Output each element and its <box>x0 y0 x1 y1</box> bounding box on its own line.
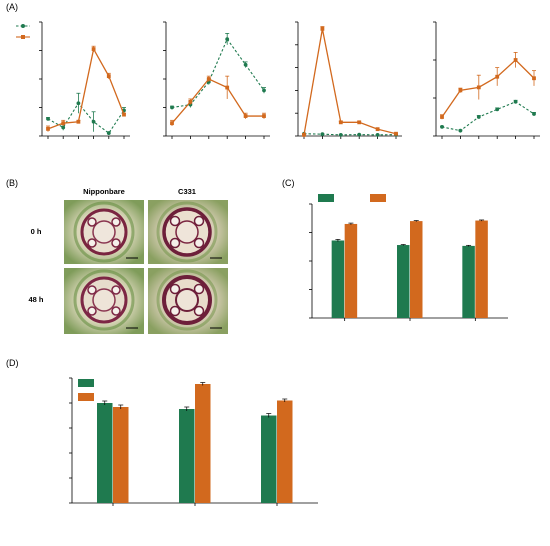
micrograph-row-label-0h: 0 h <box>31 227 42 236</box>
data-point-c331 <box>495 74 500 79</box>
micrograph-c331-48h <box>148 268 228 334</box>
bar-chart-flavonoids <box>69 377 318 506</box>
data-point-c331 <box>394 131 398 136</box>
bar-nip <box>397 245 410 318</box>
data-point-c331 <box>302 132 306 137</box>
bar-c331 <box>410 221 423 318</box>
bar-chart-lignin <box>309 194 508 321</box>
micrograph-col-label-nipponbare: Nipponbare <box>83 187 125 196</box>
data-point-c331 <box>170 121 174 126</box>
micrograph-c331-0h <box>148 200 228 264</box>
bar-c331 <box>344 223 358 318</box>
data-point-c331 <box>46 126 50 131</box>
bar-nip <box>261 415 277 503</box>
legend-swatch-nip <box>78 379 94 387</box>
series-line-nipponbare <box>47 102 125 134</box>
data-point-c331 <box>106 74 111 79</box>
data-point-c331 <box>206 77 211 81</box>
data-point-nipponbare <box>532 112 536 116</box>
data-point-nipponbare <box>495 107 500 112</box>
data-point-nipponbare <box>338 132 343 137</box>
data-point-nipponbare <box>106 131 111 136</box>
data-point-nipponbare <box>357 132 362 137</box>
bar-nip <box>179 409 195 503</box>
data-point-nipponbare <box>243 62 248 67</box>
data-point-c331 <box>225 85 230 90</box>
bar-nip <box>97 403 113 503</box>
micrograph-nip-48h <box>64 268 144 334</box>
micrograph-nip-0h <box>64 200 144 264</box>
data-point-c331 <box>320 26 325 31</box>
data-point-nipponbare <box>440 124 444 129</box>
data-point-nipponbare <box>458 128 463 133</box>
panel-label-d: (D) <box>6 358 19 368</box>
data-point-c331 <box>122 112 126 117</box>
legend-marker-nipponbare <box>21 24 25 28</box>
series-line-c331 <box>171 78 264 124</box>
micrograph-panel: Nipponbare C331 0 h 48 h <box>28 187 228 334</box>
legend-swatch-c331 <box>370 194 386 202</box>
data-point-nipponbare <box>262 88 266 93</box>
bar-c331 <box>277 400 293 503</box>
series-line-nipponbare <box>171 37 265 109</box>
legend-swatch-nip <box>318 194 334 202</box>
data-point-c331 <box>458 88 463 93</box>
data-point-nipponbare <box>225 37 230 41</box>
data-point-c331 <box>76 119 81 124</box>
data-point-c331 <box>61 121 66 126</box>
data-point-c331 <box>243 114 248 118</box>
bar-c331 <box>195 384 211 503</box>
data-point-c331 <box>476 85 481 90</box>
data-point-nipponbare <box>76 101 81 106</box>
legend-swatch-c331 <box>78 393 94 401</box>
line-chart-4cl <box>163 21 270 139</box>
bar-c331 <box>113 407 129 503</box>
bar-nip <box>331 240 345 318</box>
data-point-nipponbare <box>476 115 481 119</box>
data-point-nipponbare <box>513 99 518 104</box>
data-point-nipponbare <box>91 119 96 124</box>
data-point-c331 <box>188 99 193 104</box>
line-chart-anr <box>433 21 540 139</box>
data-point-nipponbare <box>61 125 66 130</box>
bar-c331 <box>475 220 488 318</box>
series-line-nipponbare <box>303 133 397 136</box>
data-point-c331 <box>532 76 536 81</box>
data-point-nipponbare <box>46 117 50 121</box>
legend-marker-c331 <box>21 35 25 39</box>
series-line-nipponbare <box>441 101 535 132</box>
series-line-c331 <box>47 47 125 130</box>
data-point-c331 <box>357 120 362 125</box>
series-line-c331 <box>441 59 535 118</box>
panel-label-a: (A) <box>6 2 18 12</box>
line-chart-chs <box>295 21 402 139</box>
data-point-c331 <box>375 127 380 132</box>
panel-label-c: (C) <box>282 178 295 188</box>
micrograph-col-label-c331: C331 <box>178 187 196 196</box>
bar-nip <box>462 245 475 318</box>
data-point-c331 <box>440 115 444 119</box>
data-point-nipponbare <box>320 132 325 137</box>
panel-label-b: (B) <box>6 178 18 188</box>
micrograph-row-label-48h: 48 h <box>28 295 43 304</box>
data-point-c331 <box>338 120 343 125</box>
data-point-c331 <box>91 47 96 51</box>
data-point-c331 <box>513 58 518 62</box>
series-line-c331 <box>303 28 397 135</box>
line-chart-hct <box>16 21 130 139</box>
data-point-nipponbare <box>170 105 174 110</box>
data-point-c331 <box>262 114 266 118</box>
data-point-nipponbare <box>375 132 380 137</box>
